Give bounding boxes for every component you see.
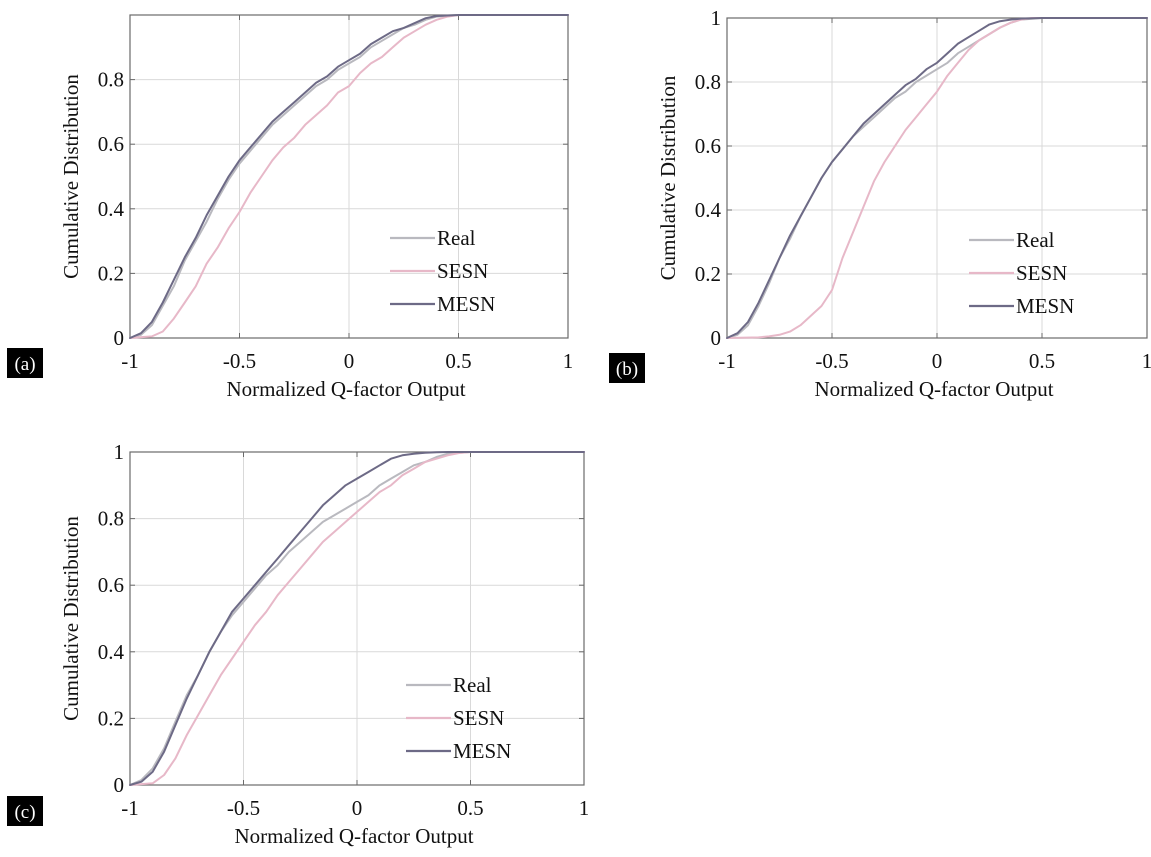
y-tick-label: 1	[711, 6, 722, 30]
x-tick-label: 1	[1142, 349, 1151, 373]
legend-label-sesn: SESN	[437, 259, 488, 283]
y-tick-label: 0.6	[98, 132, 124, 156]
x-tick-label: -1	[121, 349, 139, 373]
legend: Real SESN MESN	[390, 226, 495, 316]
series-line-sesn	[726, 17, 1148, 339]
panel-label: (b)	[609, 353, 645, 383]
series-line-sesn	[129, 451, 585, 786]
x-tick-label: 0	[932, 349, 943, 373]
x-tick-label: -0.5	[223, 349, 256, 373]
y-tick-label: 0.4	[695, 198, 722, 222]
panel-label-text: (a)	[14, 354, 35, 375]
x-tick-label: 0.5	[457, 796, 483, 820]
y-tick-label: 1	[114, 440, 125, 464]
y-tick-label: 0.2	[695, 262, 721, 286]
x-tick-label: -1	[718, 349, 736, 373]
x-tick-label: 0.5	[1029, 349, 1055, 373]
x-tick-label: 1	[579, 796, 590, 820]
legend-label-real: Real	[437, 226, 476, 250]
y-tick-label: 0.4	[98, 197, 125, 221]
y-tick-label: 0	[711, 326, 722, 350]
x-tick-label: 0	[344, 349, 355, 373]
legend: Real SESN MESN	[406, 673, 511, 763]
series-line-mesn	[129, 451, 585, 786]
x-axis-title: Normalized Q-factor Output	[226, 377, 465, 401]
legend: Real SESN MESN	[969, 228, 1074, 318]
y-tick-label: 0.2	[98, 706, 124, 730]
y-tick-label: 0	[114, 326, 125, 350]
legend-label-sesn: SESN	[1016, 261, 1067, 285]
x-tick-label: 0.5	[445, 349, 471, 373]
series-line-real	[129, 14, 569, 339]
panel-label-text: (c)	[14, 802, 35, 823]
y-tick-label: 0.6	[98, 573, 124, 597]
x-tick-label: -0.5	[227, 796, 260, 820]
y-tick-label: 0.4	[98, 640, 125, 664]
x-tick-label: -1	[121, 796, 139, 820]
legend-label-real: Real	[453, 673, 492, 697]
y-tick-label: 0	[114, 773, 125, 797]
y-tick-label: 0.6	[695, 134, 721, 158]
x-tick-label: 1	[563, 349, 574, 373]
y-tick-label: 0.8	[98, 507, 124, 531]
legend-label-sesn: SESN	[453, 706, 504, 730]
x-tick-label: -0.5	[815, 349, 848, 373]
chart-panel-c: -1 -0.5 0 0.5 1 0 0.2 0.4 0.6 0.8 1 Normalized Q-fa…	[7, 440, 589, 848]
series-line-mesn	[129, 14, 569, 339]
y-tick-label: 0.8	[695, 70, 721, 94]
x-axis-title: Normalized Q-factor Output	[234, 824, 473, 848]
legend-label-mesn: MESN	[437, 292, 495, 316]
y-tick-label: 0.2	[98, 261, 124, 285]
legend-label-real: Real	[1016, 228, 1055, 252]
x-axis-title: Normalized Q-factor Output	[814, 377, 1053, 401]
panel-label: (c)	[7, 796, 43, 826]
y-axis-title: Cumulative Distribution	[59, 516, 83, 721]
x-tick-label: 0	[352, 796, 363, 820]
y-axis-title: Cumulative Distribution	[656, 75, 680, 280]
series-line-mesn	[726, 17, 1148, 339]
y-axis-title: Cumulative Distribution	[59, 74, 83, 279]
y-tick-label: 0.8	[98, 68, 124, 92]
chart-panel-a: -1 -0.5 0 0.5 1 0 0.2 0.4 0.6 0.8 Normalized Q-fac…	[7, 14, 574, 401]
chart-panel-b: -1 -0.5 0 0.5 1 0 0.2 0.4 0.6 0.8 1 Normalized Q-fa…	[609, 6, 1151, 401]
series-line-sesn	[129, 14, 569, 339]
panel-label-text: (b)	[616, 359, 638, 380]
panel-label-box	[7, 796, 43, 826]
panel-label-box	[7, 348, 43, 378]
legend-label-mesn: MESN	[453, 739, 511, 763]
panel-label: (a)	[7, 348, 43, 378]
panel-label-box	[609, 353, 645, 383]
legend-label-mesn: MESN	[1016, 294, 1074, 318]
